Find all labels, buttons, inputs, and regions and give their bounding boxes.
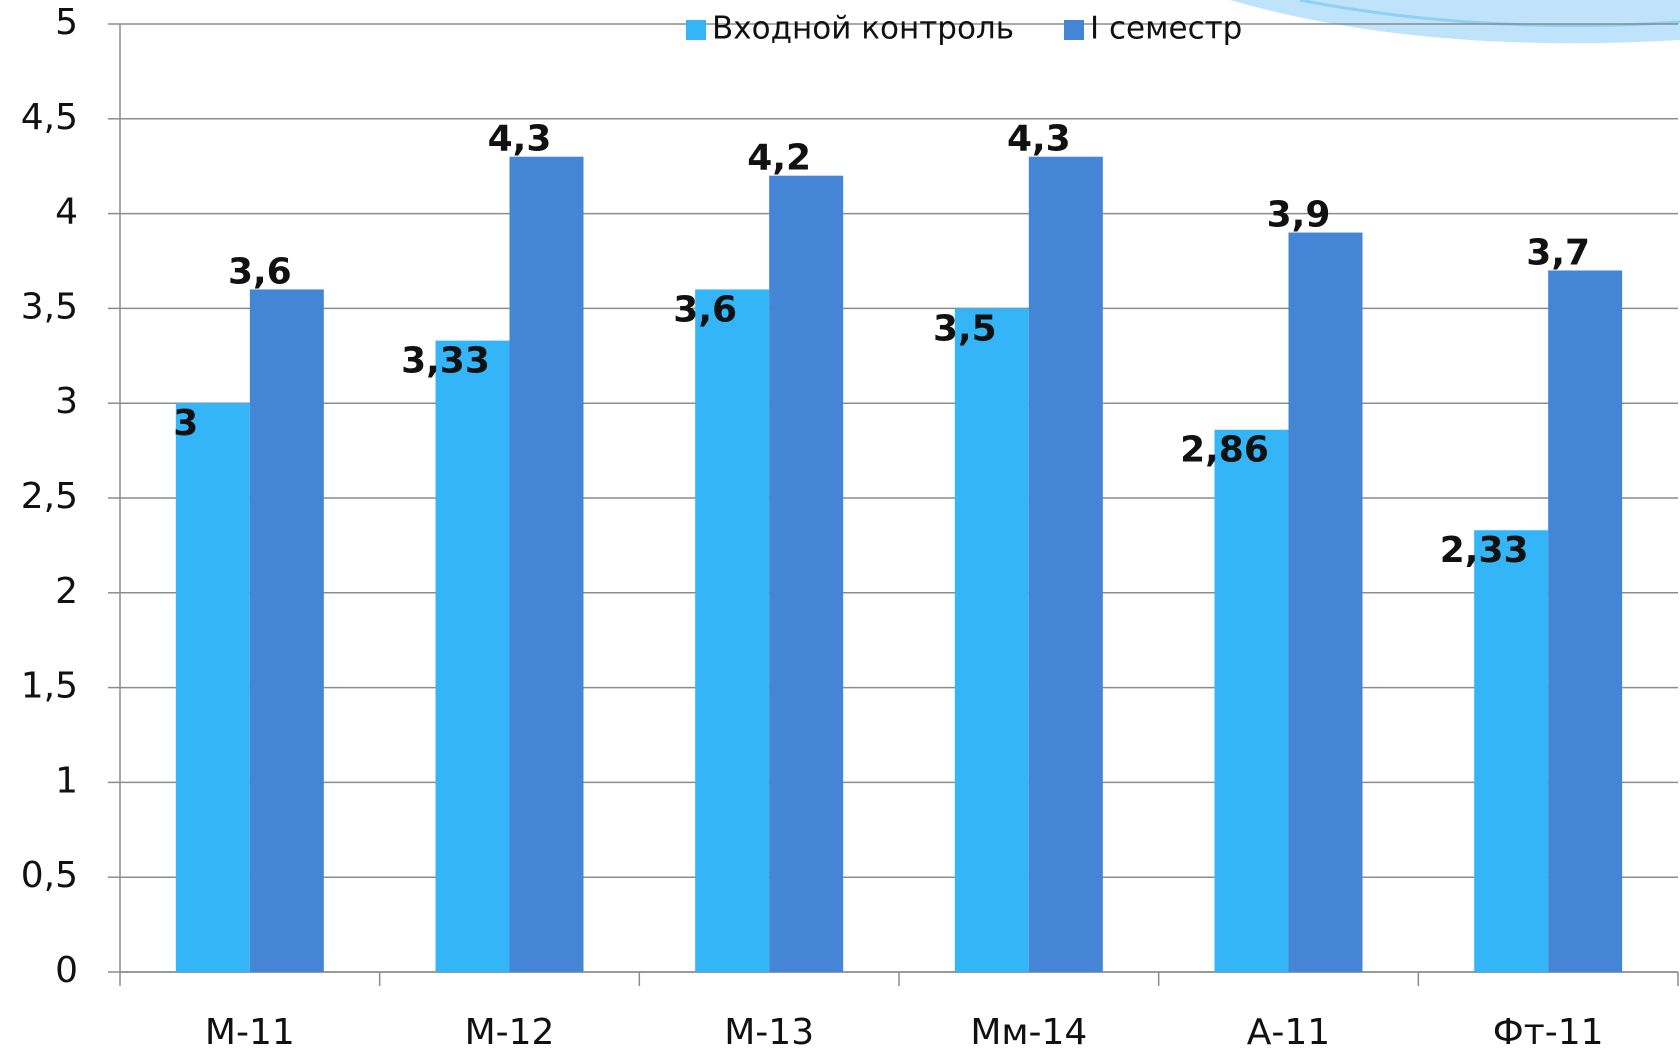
bar: [954, 308, 1029, 972]
bar: [175, 403, 250, 972]
y-tick-label: 1,5: [21, 666, 78, 707]
data-label: 3,7: [1526, 232, 1590, 273]
bar: [1214, 429, 1289, 972]
data-label: 3,5: [933, 308, 997, 349]
x-tick-label: М-13: [724, 1012, 814, 1053]
x-tick-label: М-11: [205, 1012, 295, 1053]
y-tick-label: 2,5: [21, 476, 78, 517]
y-tick-label: 3,5: [21, 286, 78, 327]
data-label: 3: [173, 403, 198, 444]
y-tick-label: 0,5: [21, 855, 78, 896]
legend-swatch: [1064, 20, 1084, 40]
bar: [435, 340, 510, 973]
data-label: 4,3: [488, 119, 552, 160]
bar: [1474, 530, 1549, 972]
bar: [249, 289, 324, 972]
y-tick-label: 5: [55, 2, 78, 43]
y-tick-label: 4: [55, 192, 78, 233]
bar: [509, 156, 584, 973]
x-tick-label: Фт-11: [1493, 1012, 1604, 1053]
data-label: 3,9: [1267, 195, 1331, 236]
y-tick-label: 0: [55, 950, 78, 991]
data-label: 4,3: [1007, 119, 1071, 160]
bar: [769, 175, 844, 972]
data-label: 3,6: [673, 289, 737, 330]
x-tick-label: М-12: [465, 1012, 555, 1053]
y-tick-label: 4,5: [21, 97, 78, 138]
bar: [1548, 270, 1623, 973]
bar: [1288, 232, 1363, 972]
data-label: 2,86: [1180, 430, 1269, 471]
legend-label: Входной контроль: [712, 11, 1014, 47]
data-label: 3,6: [228, 251, 292, 292]
y-tick-label: 1: [55, 760, 78, 801]
legend-swatch: [686, 20, 706, 40]
data-label: 4,2: [747, 138, 811, 179]
y-tick-label: 3: [55, 381, 78, 422]
y-tick-label: 2: [55, 571, 78, 612]
x-tick-label: А-11: [1247, 1012, 1330, 1053]
data-label: 2,33: [1440, 530, 1529, 571]
legend-label: I семестр: [1090, 11, 1242, 47]
bar: [1028, 156, 1103, 973]
x-tick-label: Мм-14: [970, 1012, 1087, 1053]
bar: [695, 289, 770, 972]
data-label: 3,33: [401, 341, 490, 382]
